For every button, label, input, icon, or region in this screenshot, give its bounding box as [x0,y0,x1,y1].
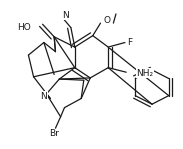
Text: N: N [62,11,69,20]
Text: NH₂: NH₂ [137,69,154,78]
Text: Br: Br [49,129,59,138]
Text: N: N [40,92,47,101]
Text: HO: HO [17,23,31,32]
Text: O: O [103,16,111,25]
Text: F: F [127,38,132,47]
